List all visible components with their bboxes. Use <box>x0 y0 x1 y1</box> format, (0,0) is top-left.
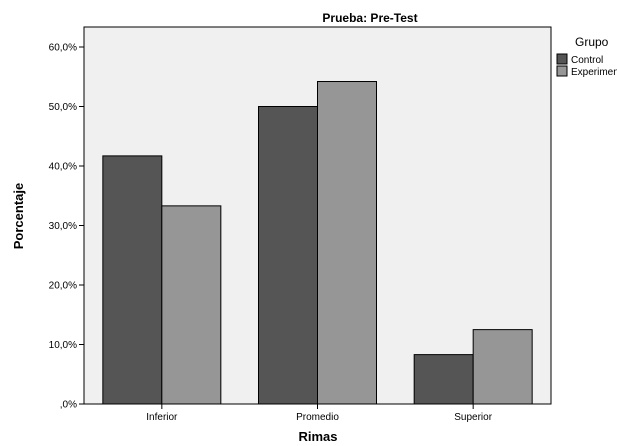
bar-control-inferior <box>102 155 163 405</box>
y-tick-label: 30,0% <box>49 221 77 232</box>
x-tick-label: Promedio <box>296 412 339 423</box>
bar-experimental-promedio <box>317 81 377 405</box>
bar-control-superior <box>413 354 474 405</box>
bars-group <box>102 81 533 405</box>
legend-title: Grupo <box>575 35 609 49</box>
x-axis-title: Rimas <box>298 429 337 444</box>
legend-label: Experimental <box>571 67 617 78</box>
y-tick-label: 40,0% <box>49 162 77 173</box>
chart-title: Prueba: Pre-Test <box>322 11 417 25</box>
y-tick-label: 20,0% <box>49 281 77 292</box>
legend-swatch <box>556 65 568 77</box>
y-axis-title: Porcentaje <box>11 183 26 249</box>
y-axis: ,0% 10,0% 20,0% 30,0% 40,0% 50,0% 60,0% <box>49 43 84 411</box>
y-tick-label: 60,0% <box>49 43 77 54</box>
x-tick-label: Superior <box>454 412 492 423</box>
bar-control-promedio <box>258 106 318 405</box>
legend-swatch <box>556 53 568 65</box>
legend-label: Control <box>571 55 603 66</box>
x-tick-label: Inferior <box>146 412 178 423</box>
x-axis: Inferior Promedio Superior <box>146 404 493 423</box>
y-tick-label: 10,0% <box>49 340 77 351</box>
y-tick-label: ,0% <box>60 400 77 411</box>
legend: Grupo ControlExperimental <box>556 35 617 78</box>
bar-experimental-inferior <box>161 205 222 405</box>
bar-experimental-superior <box>472 329 533 405</box>
y-tick-label: 50,0% <box>49 102 77 113</box>
